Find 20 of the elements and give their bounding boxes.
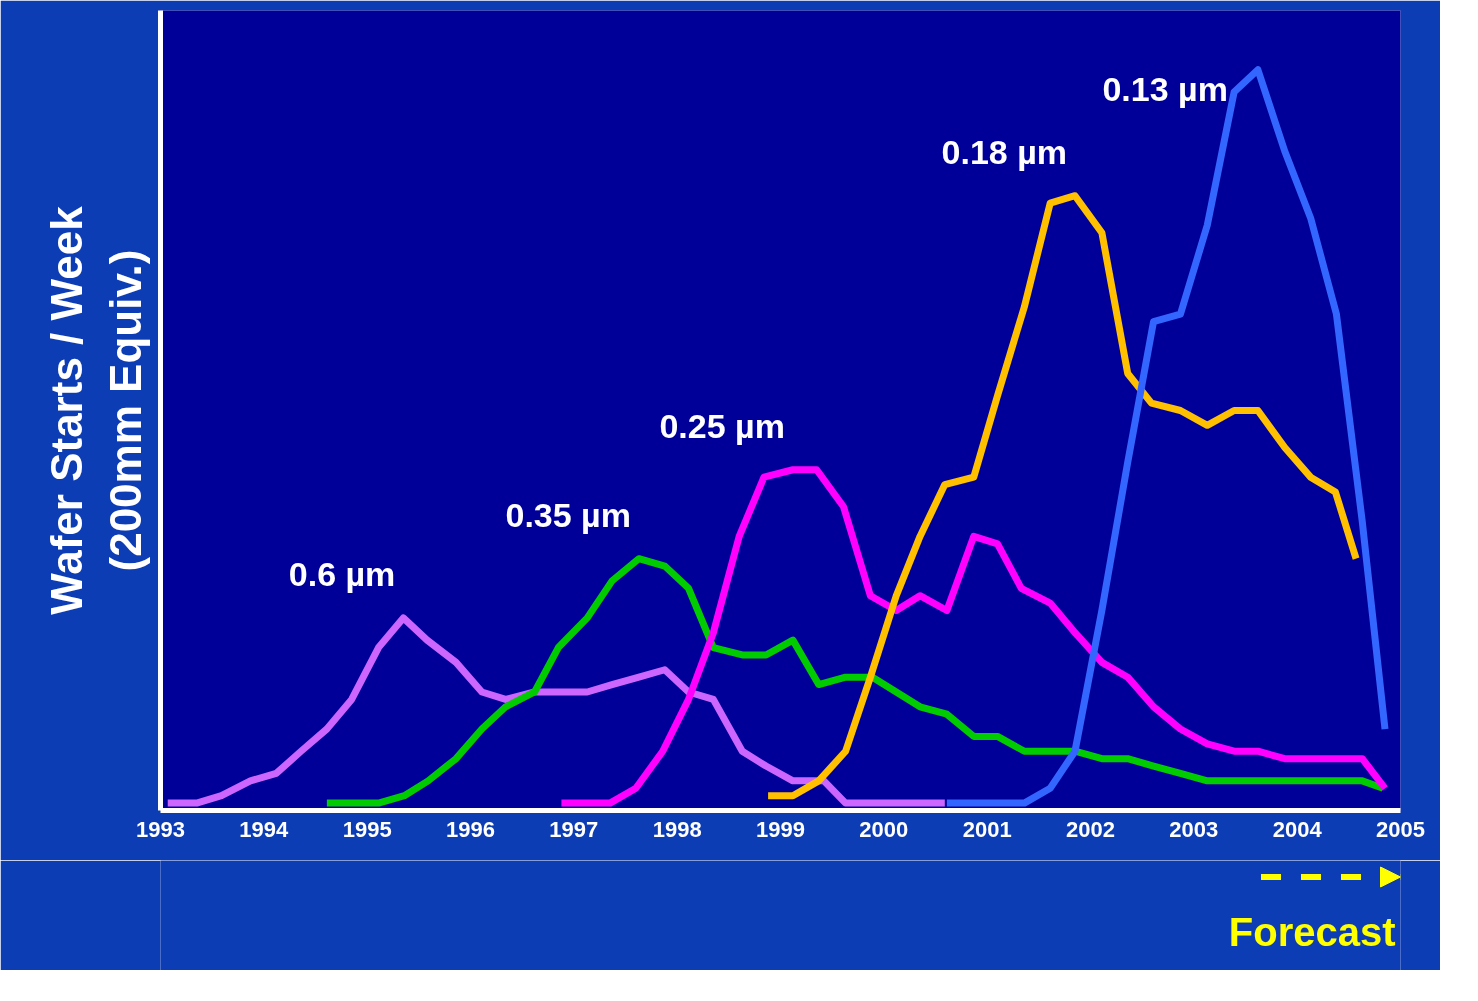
x-tick-label: 2005 [1376, 816, 1425, 842]
series-label: 0.13 µm [1102, 69, 1228, 108]
x-tick-label: 2004 [1272, 816, 1323, 842]
series-label: 0.18 µm [941, 132, 1068, 171]
series-label: 0.35 µm [505, 495, 631, 534]
series-label: 0.6 µm [288, 554, 396, 593]
x-tick-label: 1994 [239, 816, 290, 842]
text: Forecast [1228, 910, 1396, 954]
series-label: 0.25 µm [659, 406, 785, 445]
x-tick-label: 1998 [652, 816, 702, 842]
x-tick-label: 2002 [1066, 816, 1115, 842]
x-tick-label: 1999 [756, 816, 805, 842]
x-tick-label: 1995 [342, 816, 392, 842]
x-tick-label: 2001 [962, 816, 1012, 842]
y-axis-title: Wafer Starts / Week (200mm Equiv.) [41, 205, 150, 615]
x-tick-label: 1996 [446, 816, 495, 842]
x-tick-label: 1993 [136, 816, 185, 842]
x-tick-label: 2000 [859, 816, 909, 842]
x-tick-label: 2003 [1169, 816, 1219, 842]
x-tick-label: 1997 [549, 816, 599, 842]
